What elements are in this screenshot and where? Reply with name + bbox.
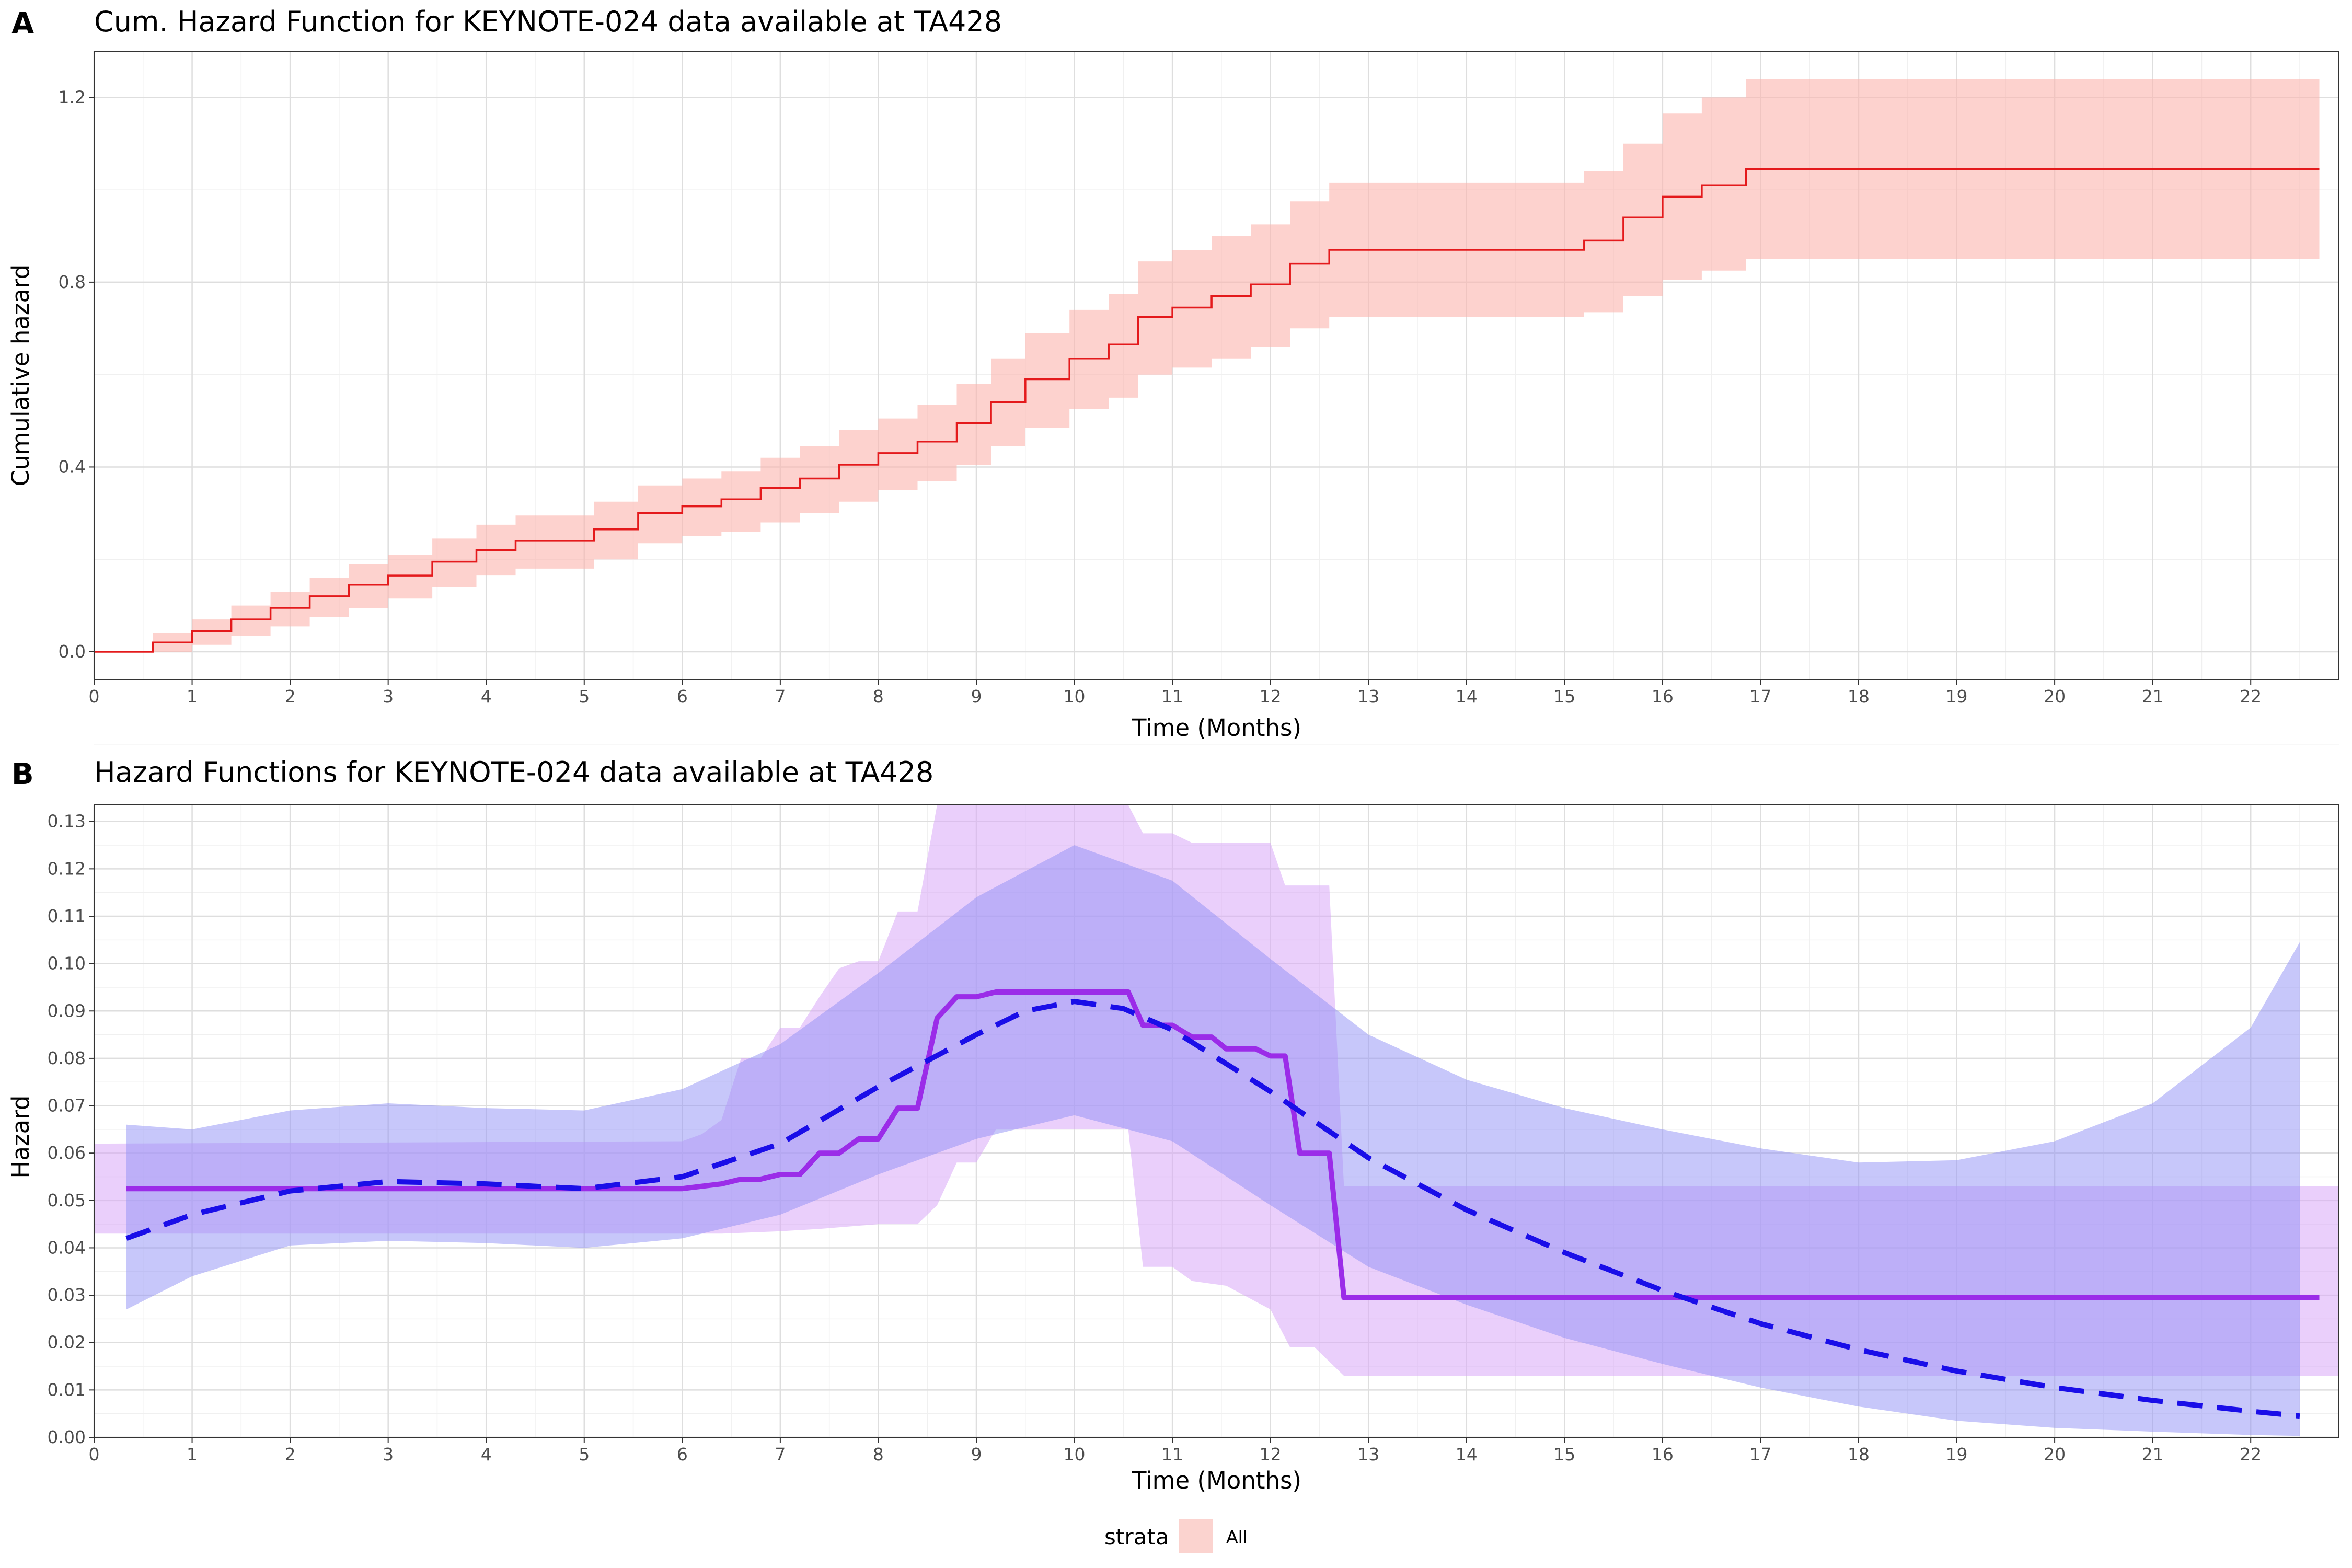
x-tick-label: 12 [1260, 686, 1282, 707]
cumulative-hazard-line [94, 168, 2320, 653]
y-tick-label: 0.11 [48, 906, 86, 926]
x-tick-label: 21 [2142, 686, 2164, 707]
y-tick-label: 0.0 [59, 641, 86, 662]
y-tick-label: 0.12 [48, 858, 86, 879]
y-tick-label: 0.05 [48, 1190, 86, 1210]
x-tick-label: 13 [1357, 686, 1379, 707]
y-tick-label: 1.2 [59, 87, 86, 107]
x-tick-label: 14 [1456, 686, 1478, 707]
x-tick-label: 10 [1064, 686, 1086, 707]
y-tick-label: 0.09 [48, 1000, 86, 1021]
x-tick-label: 22 [2240, 686, 2262, 707]
x-tick-label: 5 [579, 1444, 590, 1465]
panel-a-x-axis-title: Time (Months) [1132, 714, 1301, 742]
panel-b-x-axis-title: Time (Months) [1132, 1467, 1301, 1494]
panel-a-letter: A [11, 7, 34, 41]
x-tick-label: 15 [1553, 686, 1575, 707]
x-tick-label: 15 [1553, 1444, 1575, 1465]
y-tick-label: 0.07 [48, 1096, 86, 1116]
x-tick-label: 0 [89, 686, 100, 707]
x-tick-label: 16 [1652, 1444, 1674, 1465]
y-tick-label: 0.03 [48, 1285, 86, 1305]
piecewise-hazard-line [126, 989, 2320, 1300]
x-tick-label: 1 [187, 1444, 198, 1465]
legend-title: strata [1104, 1524, 1169, 1550]
x-tick-label: 18 [1848, 1444, 1870, 1465]
y-tick-label: 0.8 [59, 272, 86, 292]
panel-a-y-axis-title: Cumulative hazard [7, 264, 34, 487]
x-tick-label: 12 [1260, 1444, 1282, 1465]
x-tick-label: 3 [383, 686, 394, 707]
x-tick-label: 8 [873, 686, 884, 707]
panel-b-letter: B [11, 757, 34, 791]
x-tick-label: 3 [383, 1444, 394, 1465]
panel-a-title: Cum. Hazard Function for KEYNOTE-024 dat… [94, 5, 1002, 38]
legend: strata All [1104, 1519, 1248, 1553]
confidence-band [94, 79, 2320, 652]
y-tick-label: 0.4 [59, 456, 86, 477]
x-tick-label: 9 [971, 686, 982, 707]
x-tick-label: 2 [285, 1444, 296, 1465]
plot-border [94, 804, 2339, 1438]
hazard-functions-plot: 0 1 2 3 4 5 6 7 8 9 10 11 12 13 14 15 16 17 18 19 20 21 220.00… [48, 804, 2339, 1465]
cumulative-hazard-plot: 0 1 2 3 4 5 6 7 8 9 10 11 12 13 14 15 16 17 18 19 20 21 220.00… [59, 51, 2339, 745]
x-tick-label: 13 [1357, 1444, 1379, 1465]
x-tick-label: 8 [873, 1444, 884, 1465]
y-tick-label: 0.01 [48, 1379, 86, 1400]
x-tick-label: 4 [481, 686, 492, 707]
y-tick-label: 0.00 [48, 1427, 86, 1447]
y-tick-label: 0.10 [48, 953, 86, 974]
x-tick-label: 21 [2142, 1444, 2164, 1465]
x-tick-label: 19 [1946, 1444, 1968, 1465]
x-tick-label: 22 [2240, 1444, 2262, 1465]
x-tick-label: 2 [285, 686, 296, 707]
x-tick-label: 17 [1749, 1444, 1771, 1465]
x-tick-label: 6 [677, 686, 688, 707]
y-tick-label: 0.02 [48, 1332, 86, 1353]
x-tick-label: 5 [579, 686, 590, 707]
x-tick-label: 7 [775, 1444, 786, 1465]
x-tick-label: 18 [1848, 686, 1870, 707]
x-tick-label: 7 [775, 686, 786, 707]
x-tick-label: 14 [1456, 1444, 1478, 1465]
x-tick-label: 11 [1161, 1444, 1183, 1465]
x-tick-label: 20 [2044, 686, 2066, 707]
y-tick-label: 0.04 [48, 1237, 86, 1258]
x-tick-label: 0 [89, 1444, 100, 1465]
x-tick-label: 17 [1749, 686, 1771, 707]
x-tick-label: 20 [2044, 1444, 2066, 1465]
x-tick-label: 6 [677, 1444, 688, 1465]
smooth-confidence-band [126, 845, 2300, 1436]
x-tick-label: 1 [187, 686, 198, 707]
x-tick-label: 9 [971, 1444, 982, 1465]
x-tick-label: 19 [1946, 686, 1968, 707]
plot-border [94, 51, 2339, 680]
x-tick-label: 10 [1064, 1444, 1086, 1465]
y-tick-label: 0.06 [48, 1143, 86, 1163]
x-tick-label: 4 [481, 1444, 492, 1465]
panel-b-title: Hazard Functions for KEYNOTE-024 data av… [94, 756, 933, 789]
legend-key-all [1179, 1519, 1213, 1553]
x-tick-label: 11 [1161, 686, 1183, 707]
y-tick-label: 0.13 [48, 811, 86, 832]
x-tick-label: 16 [1652, 686, 1674, 707]
smooth-hazard-line [125, 999, 2300, 1419]
y-tick-label: 0.08 [48, 1048, 86, 1068]
panel-b-y-axis-title: Hazard [7, 1096, 34, 1179]
legend-label-all: All [1226, 1527, 1248, 1547]
